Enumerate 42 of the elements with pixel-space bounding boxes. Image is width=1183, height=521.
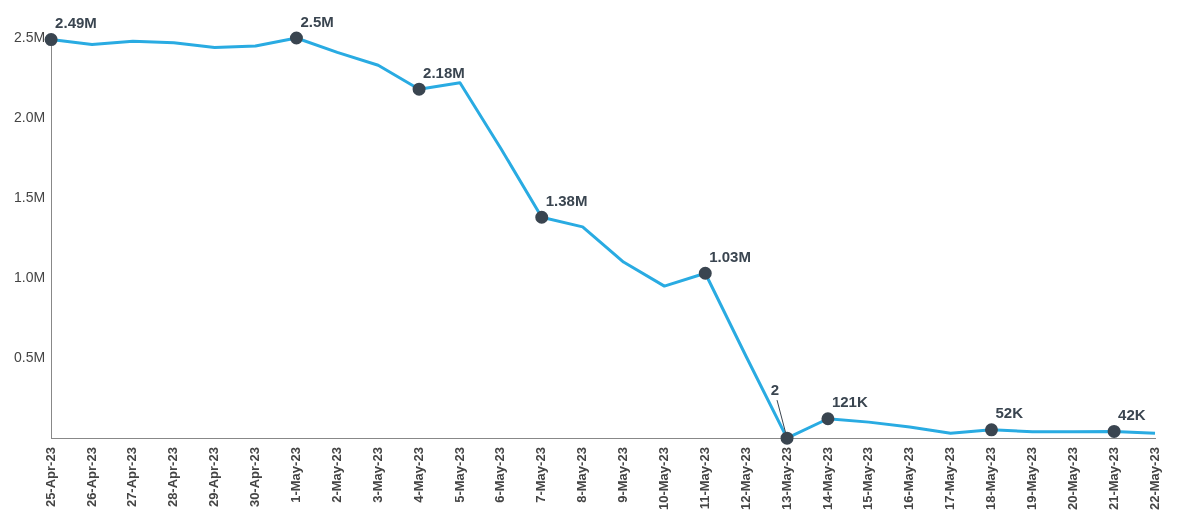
data-label: 2.49M [55, 14, 97, 32]
x-tick-label: 5-May-23 [451, 447, 467, 503]
x-tick-label: 9-May-23 [615, 447, 631, 503]
data-label: 121K [831, 393, 868, 411]
y-tick-label: 0.5M [14, 348, 46, 365]
data-label: 1.03M [709, 247, 751, 265]
x-tick-label: 22-May-23 [1146, 447, 1162, 511]
x-tick-label: 11-May-23 [696, 447, 712, 510]
x-tick-label: 4-May-23 [410, 447, 426, 503]
x-tick-label: 26-Apr-23 [83, 447, 99, 508]
x-tick-label: 13-May-23 [778, 447, 794, 511]
x-tick-label: 27-Apr-23 [124, 447, 140, 508]
x-tick-label: 10-May-23 [655, 447, 671, 511]
data-label: 2 [770, 380, 780, 398]
y-tick-label: 1.0M [14, 268, 46, 285]
x-tick-label: 19-May-23 [1023, 447, 1039, 511]
x-tick-label: 29-Apr-23 [206, 447, 222, 508]
x-tick-label: 28-Apr-23 [165, 447, 181, 508]
x-tick-label: 20-May-23 [1064, 447, 1080, 511]
x-tick-label: 21-May-23 [1105, 447, 1121, 511]
x-tick-label: 12-May-23 [737, 447, 753, 511]
x-tick-label: 2-May-23 [328, 447, 344, 503]
x-tick-label: 7-May-23 [533, 447, 549, 503]
y-tick-label: 1.5M [14, 188, 46, 205]
x-tick-label: 18-May-23 [983, 447, 999, 511]
x-tick-label: 16-May-23 [901, 447, 917, 511]
x-tick-label: 14-May-23 [819, 447, 835, 511]
x-tick-label: 3-May-23 [369, 447, 385, 503]
data-label: 2.18M [423, 63, 465, 81]
x-tick-label: 15-May-23 [860, 447, 876, 511]
x-tick-label: 1-May-23 [288, 447, 304, 503]
y-tick-label: 2.0M [14, 108, 46, 125]
x-tick-label: 17-May-23 [942, 447, 958, 511]
data-label: 2.5M [300, 12, 334, 30]
y-tick-label: 2.5M [14, 28, 46, 45]
x-tick-label: 8-May-23 [574, 447, 590, 503]
data-label: 42K [1118, 406, 1146, 424]
data-label: 52K [995, 404, 1024, 422]
x-tick-label: 25-Apr-23 [42, 447, 58, 508]
x-tick-label: 6-May-23 [492, 447, 508, 503]
data-label: 1.38M [545, 191, 588, 209]
x-tick-label: 30-Apr-23 [247, 447, 263, 508]
